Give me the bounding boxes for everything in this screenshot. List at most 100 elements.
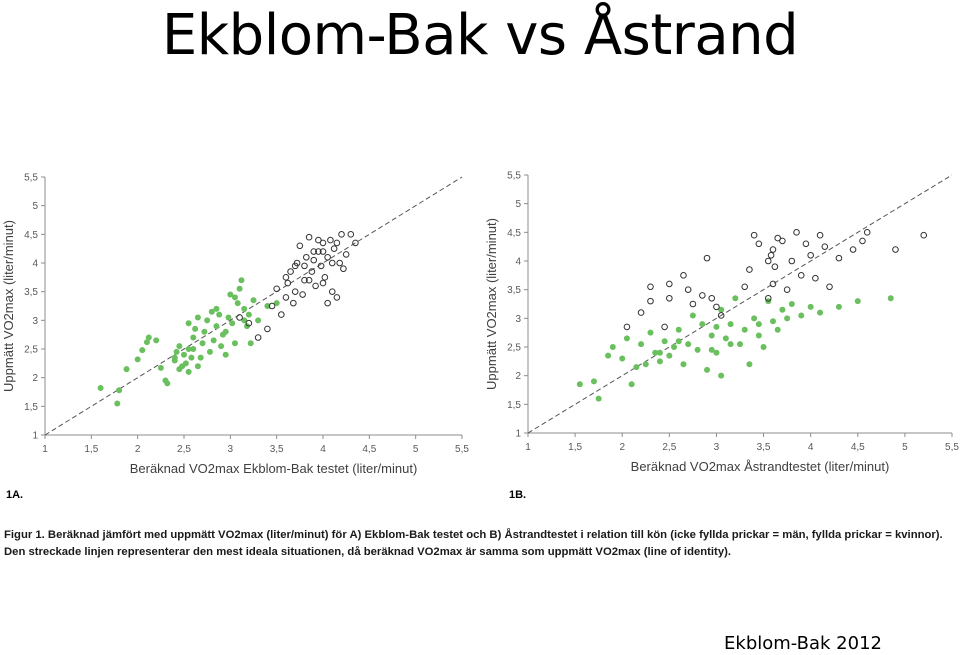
data-point-male	[340, 265, 347, 273]
caption-text: Beräknad jämfört med uppmätt VO2max (lit…	[4, 529, 943, 558]
source-credit: Ekblom-Bak 2012	[724, 633, 882, 654]
x-tick-label: 4,5	[851, 442, 865, 453]
data-point-male	[746, 266, 753, 273]
data-point-male	[647, 297, 654, 305]
data-point-male	[264, 325, 271, 333]
data-point-male	[793, 229, 800, 236]
data-point-male	[713, 303, 720, 311]
data-point-female	[229, 320, 236, 327]
y-tick-label: 3	[32, 316, 38, 327]
data-point-male	[666, 294, 673, 302]
data-point-male	[284, 279, 292, 287]
data-point-male	[666, 280, 673, 288]
data-point-female	[185, 368, 192, 375]
x-tick-label: 1,5	[84, 444, 98, 455]
data-point-female	[699, 321, 706, 328]
data-point-male	[245, 319, 253, 327]
data-point-female	[779, 306, 786, 313]
data-point-female	[760, 344, 767, 350]
data-point-female	[671, 344, 678, 350]
data-point-male	[788, 257, 796, 265]
data-point-female	[642, 361, 649, 368]
y-tick-label: 5	[515, 199, 521, 210]
data-point-male	[291, 288, 299, 295]
y-axis-label: Uppmätt VO2max (liter/minut)	[484, 218, 499, 390]
data-point-female	[145, 334, 152, 341]
data-point-male	[816, 231, 824, 239]
data-point-male	[291, 262, 299, 270]
data-point-male	[637, 309, 645, 316]
data-point-female	[173, 348, 180, 355]
data-point-female	[182, 360, 189, 367]
data-point-female	[190, 346, 197, 352]
data-point-male	[689, 300, 697, 308]
data-point-female	[218, 343, 225, 350]
data-point-male	[301, 276, 308, 284]
data-point-female	[656, 358, 663, 365]
data-point-female	[633, 364, 640, 371]
data-point-male	[892, 246, 899, 253]
data-point-female	[216, 311, 223, 318]
data-point-female	[157, 364, 164, 371]
data-point-male	[327, 236, 334, 244]
data-point-female	[204, 317, 211, 324]
data-point-female	[708, 346, 715, 353]
data-point-female	[171, 354, 178, 361]
data-point-male	[282, 294, 290, 301]
x-tick-label: 3,5	[270, 444, 284, 455]
data-point-female	[134, 356, 141, 363]
data-point-male	[750, 231, 758, 239]
data-point-female	[718, 306, 725, 313]
data-point-male	[328, 259, 336, 267]
x-tick-label: 3	[228, 444, 234, 455]
data-point-male	[268, 302, 276, 310]
data-point-female	[619, 355, 626, 362]
y-tick-label: 2	[32, 373, 38, 384]
slide-title: Ekblom-Bak vs Åstrand	[161, 3, 799, 68]
data-point-male	[771, 263, 779, 271]
data-point-female	[746, 361, 753, 368]
data-point-female	[273, 300, 280, 307]
data-point-female	[784, 315, 791, 322]
data-point-female	[835, 303, 842, 310]
data-point-female	[213, 323, 220, 330]
data-point-male	[328, 288, 336, 295]
data-point-female	[231, 294, 238, 301]
data-point-female	[227, 291, 234, 298]
data-point-male	[312, 282, 319, 290]
x-tick-label: 4	[320, 444, 326, 455]
data-point-male	[324, 253, 331, 261]
data-point-female	[732, 295, 739, 302]
data-point-female	[255, 317, 262, 324]
data-point-female	[194, 363, 201, 370]
data-point-female	[201, 328, 208, 335]
data-point-male	[849, 246, 857, 253]
x-tick-label: 3,5	[757, 442, 771, 453]
data-point-male	[236, 314, 243, 321]
data-point-female	[188, 354, 195, 361]
y-tick-label: 5,5	[24, 173, 38, 184]
data-point-female	[737, 341, 743, 348]
panel-label-1a: 1A.	[6, 489, 24, 501]
data-point-female	[680, 361, 687, 368]
data-point-female	[708, 332, 715, 339]
data-point-female	[887, 295, 894, 302]
data-point-female	[661, 338, 668, 345]
x-tick-label: 3	[714, 442, 720, 453]
data-point-male	[273, 285, 280, 293]
data-point-female	[176, 343, 183, 350]
y-tick-label: 5,5	[507, 171, 521, 182]
data-point-male	[835, 254, 843, 262]
data-point-male	[282, 274, 290, 281]
x-tick-label: 5	[413, 444, 419, 455]
data-point-female	[247, 340, 254, 347]
y-tick-label: 3,5	[24, 287, 38, 298]
data-point-female	[241, 305, 248, 312]
data-point-male	[802, 240, 810, 248]
data-point-male	[278, 311, 285, 318]
data-point-male	[308, 268, 316, 275]
data-point-female	[595, 395, 602, 402]
data-point-male	[741, 283, 749, 291]
identity-line	[527, 174, 953, 434]
x-tick-label: 2,5	[662, 442, 676, 453]
